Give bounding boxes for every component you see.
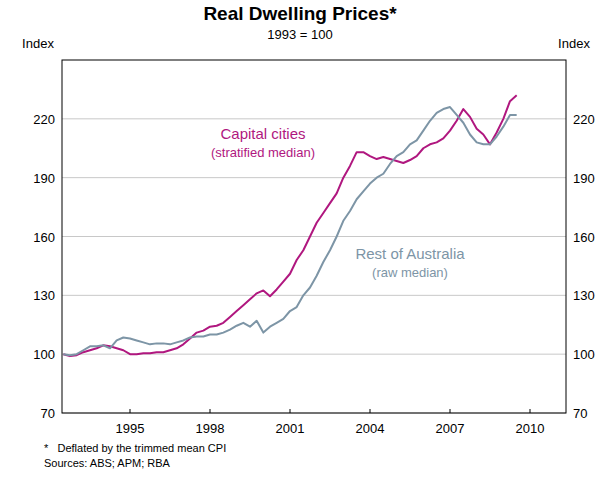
y-tick-label: 70 [41, 406, 55, 421]
y-tick-label-right: 130 [573, 288, 595, 303]
y-axis-label-right: Index [558, 36, 590, 51]
x-tick-label: 1998 [196, 421, 225, 436]
series-label: Rest of Australia [355, 245, 465, 262]
y-tick-label-right: 190 [573, 171, 595, 186]
y-tick-label-right: 220 [573, 112, 595, 127]
y-tick-label-right: 100 [573, 347, 595, 362]
series-label-note: (raw median) [372, 265, 448, 280]
x-tick-label: 1995 [116, 421, 145, 436]
x-tick-label: 2004 [356, 421, 385, 436]
grid-line [62, 118, 566, 119]
footnote: Sources: ABS; APM; RBA [44, 457, 171, 469]
grid-line [62, 295, 566, 296]
x-tick [450, 409, 451, 413]
subtitle: 1993 = 100 [267, 27, 332, 42]
grid-line [62, 236, 566, 237]
background [0, 0, 600, 478]
x-tick [290, 409, 291, 413]
series-group [63, 95, 516, 356]
x-tick [130, 409, 131, 413]
y-tick-label: 190 [33, 171, 55, 186]
y-tick-label-right: 160 [573, 230, 595, 245]
plot-frame [62, 60, 566, 413]
y-tick-label: 220 [33, 112, 55, 127]
y-tick-label: 130 [33, 288, 55, 303]
series-label: Capital cities [220, 125, 305, 142]
grid-line [62, 177, 566, 178]
x-tick-label: 2010 [516, 421, 545, 436]
x-tick [530, 409, 531, 413]
y-tick-label: 100 [33, 347, 55, 362]
footnote: * Deflated by the trimmed mean CPI [44, 442, 226, 454]
x-tick [370, 409, 371, 413]
x-tick-label: 2001 [276, 421, 305, 436]
chart: Real Dwelling Prices* 1993 = 100 Index Inde… [0, 0, 600, 478]
x-tick [210, 409, 211, 413]
y-tick-label: 160 [33, 230, 55, 245]
series-line [63, 95, 516, 356]
series-label-note: (stratified median) [211, 145, 315, 160]
title: Real Dwelling Prices* [203, 3, 397, 24]
series-line [63, 107, 516, 355]
y-tick-label-right: 70 [573, 406, 587, 421]
x-tick-label: 2007 [436, 421, 465, 436]
y-axis-label: Index [22, 36, 54, 51]
